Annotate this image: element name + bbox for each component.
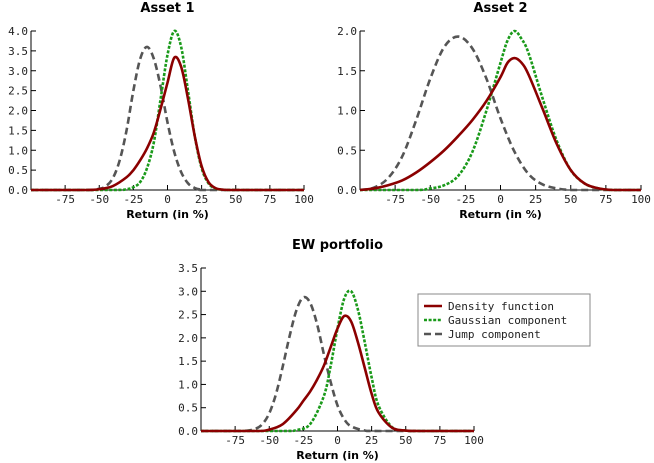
x-tick-label: 0 xyxy=(497,193,504,206)
x-tick-label: -75 xyxy=(55,193,75,206)
x-tick-label: -75 xyxy=(225,434,245,447)
series-line-jump-component xyxy=(201,295,474,433)
y-tick-label: 2.0 xyxy=(337,25,357,38)
x-axis-label: Return (in %) xyxy=(459,208,542,221)
y-tick-label: 2.5 xyxy=(8,85,28,98)
panel-title: Asset 1 xyxy=(140,1,194,16)
x-tick-label: -50 xyxy=(420,193,440,206)
y-tick-label: 2.5 xyxy=(178,309,198,322)
panel-ew-portfolio: EW portfolio Return (in %) 0.0 0.5 1.0 1.5 2… xyxy=(178,238,484,462)
y-tick-label: 1.0 xyxy=(337,105,357,118)
x-tick-label: 50 xyxy=(564,193,577,206)
series-line-density-function xyxy=(201,314,474,433)
y-tick-label: 1.5 xyxy=(8,124,28,137)
legend-label: Jump component xyxy=(448,328,541,341)
x-tick-label: 75 xyxy=(433,434,446,447)
x-tick-label: -25 xyxy=(123,193,143,206)
legend: Density function Gaussian component Jump… xyxy=(417,293,591,347)
x-tick-label: 75 xyxy=(263,193,276,206)
x-tick-label: 100 xyxy=(464,434,484,447)
x-tick-label: 75 xyxy=(599,193,612,206)
series-line-gaussian-component xyxy=(359,29,641,192)
y-tick-label: 1.0 xyxy=(8,144,28,157)
y-tick-label: 0.0 xyxy=(8,184,28,197)
x-tick-label: 25 xyxy=(365,434,378,447)
series-line-gaussian-component xyxy=(30,29,304,192)
x-tick-label: 0 xyxy=(334,434,341,447)
x-tick-label: 25 xyxy=(195,193,208,206)
x-tick-label: -75 xyxy=(385,193,405,206)
series-line-density-function xyxy=(30,55,304,192)
x-tick-label: 100 xyxy=(294,193,314,206)
x-axis-label: Return (in %) xyxy=(296,449,379,462)
y-tick-label: 3.0 xyxy=(178,285,198,298)
y-tick-label: 1.5 xyxy=(337,65,357,78)
x-tick-label: -50 xyxy=(89,193,109,206)
y-tick-label: 1.5 xyxy=(178,355,198,368)
y-tick-label: 0.5 xyxy=(178,402,198,415)
series-line-jump-component xyxy=(30,45,304,192)
y-tick-label: 3.0 xyxy=(8,65,28,78)
y-tick-label: 4.0 xyxy=(8,25,28,38)
panel-asset-2: Asset 2 Return (in %) 0.0 0.5 1.0 1.5 2.0 -75… xyxy=(337,1,651,221)
y-tick-label: 0.0 xyxy=(178,425,198,438)
y-tick-label: 3.5 xyxy=(178,262,198,275)
x-tick-label: 25 xyxy=(529,193,542,206)
x-tick-label: -25 xyxy=(293,434,313,447)
panel-title: EW portfolio xyxy=(292,238,383,253)
y-tick-label: 2.0 xyxy=(8,105,28,118)
panel-title: Asset 2 xyxy=(473,1,527,16)
legend-entry-gaussian: Gaussian component xyxy=(424,314,567,327)
legend-entry-jump: Jump component xyxy=(424,328,541,341)
y-tick-label: 0.0 xyxy=(337,184,357,197)
x-tick-label: 100 xyxy=(631,193,651,206)
x-tick-label: -25 xyxy=(455,193,475,206)
legend-entry-density: Density function xyxy=(424,300,554,313)
series-line-density-function xyxy=(359,56,641,192)
legend-box xyxy=(417,293,591,347)
legend-label: Density function xyxy=(448,300,554,313)
y-tick-label: 0.5 xyxy=(337,144,357,157)
x-axis-label: Return (in %) xyxy=(126,208,209,221)
y-tick-label: 0.5 xyxy=(8,164,28,177)
y-tick-label: 3.5 xyxy=(8,45,28,58)
x-tick-label: 50 xyxy=(399,434,412,447)
x-tick-label: -50 xyxy=(259,434,279,447)
y-tick-label: 1.0 xyxy=(178,378,198,391)
panel-asset-1: Asset 1 Return (in %) 0.0 0.5 1.0 1.5 2.0 2.5… xyxy=(8,1,314,221)
x-tick-label: 50 xyxy=(229,193,242,206)
legend-label: Gaussian component xyxy=(448,314,567,327)
y-tick-label: 2.0 xyxy=(178,332,198,345)
x-tick-label: 0 xyxy=(164,193,171,206)
